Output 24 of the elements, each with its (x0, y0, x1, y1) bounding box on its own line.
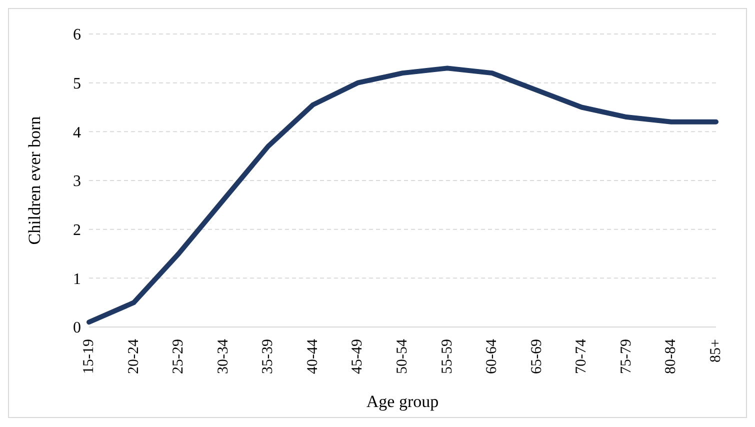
x-tick-label: 20-24 (126, 338, 142, 374)
y-tick-label: 1 (73, 270, 81, 288)
y-tick-label: 3 (73, 173, 81, 190)
x-tick-label: 25-29 (170, 339, 187, 374)
y-tick-label: 5 (73, 76, 81, 93)
x-tick-label: 50-54 (394, 338, 410, 374)
x-tick-label: 85+ (708, 339, 724, 362)
y-tick-label: 0 (73, 320, 81, 337)
x-tick-label: 40-44 (304, 338, 321, 374)
y-tick-label: 4 (73, 124, 81, 142)
y-tick-label: 6 (73, 26, 81, 44)
x-tick-label: 15-19 (81, 339, 97, 374)
x-tick-label: 35-39 (260, 339, 276, 374)
x-tick-label: 75-79 (618, 339, 634, 374)
y-axis-title: Children ever born (25, 116, 44, 245)
x-tick-label: 60-64 (484, 338, 500, 374)
x-tick-label: 80-84 (663, 338, 680, 374)
y-tick-label: 2 (73, 222, 81, 240)
x-tick-label: 45-49 (350, 339, 366, 374)
x-tick-label: 65-69 (528, 339, 545, 374)
x-tick-label: 30-34 (215, 338, 232, 374)
x-axis-title: Age group (366, 392, 439, 411)
x-tick-label: 55-59 (439, 339, 456, 374)
x-tick-label: 70-74 (574, 338, 590, 374)
